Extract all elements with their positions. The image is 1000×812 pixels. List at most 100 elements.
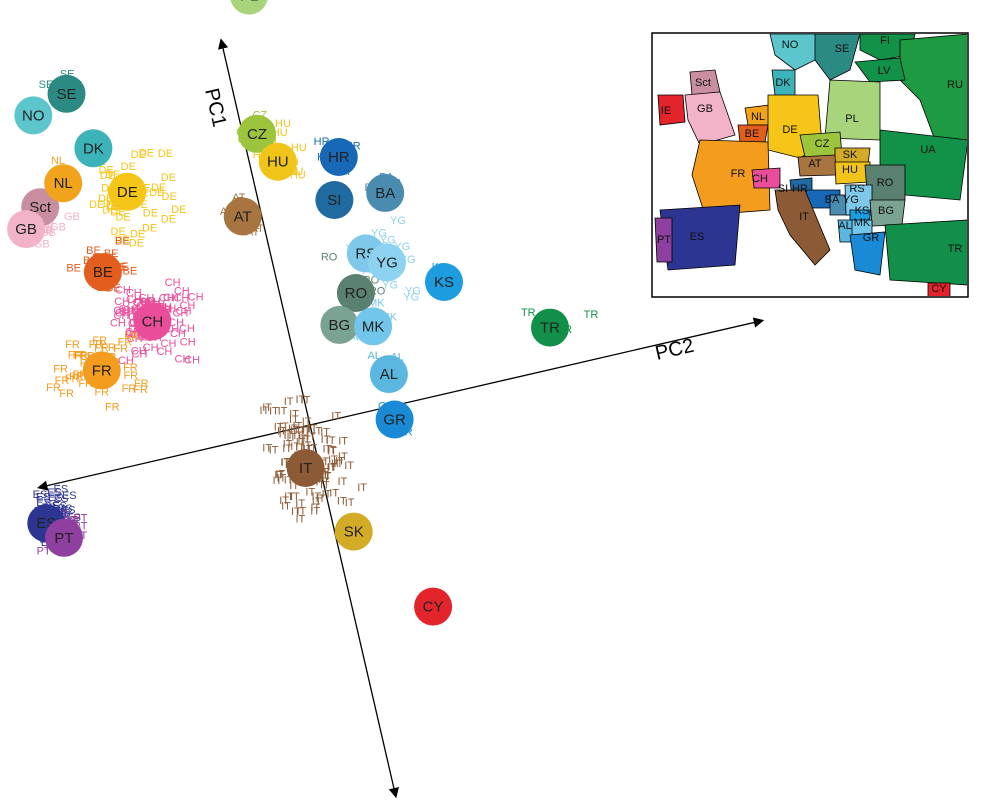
individual-label-it: IT [281,457,291,469]
individual-label-ch: CH [119,306,135,318]
individual-label-it: IT [293,430,303,442]
population-marker-at [223,197,262,236]
individual-label-gb: GB [50,221,66,233]
individual-label-it: IT [310,506,320,518]
individual-label-it: IT [260,405,270,417]
population-label-mk: MK [362,318,385,335]
inset-label-fr: FR [731,168,746,180]
individual-label-fr: FR [118,337,133,349]
individual-label-fr: FR [55,375,70,387]
inset-label-hr: HR [792,183,808,195]
population-marker-ro [336,274,375,312]
inset-label-tr: TR [948,243,963,255]
individual-label-ch: CH [132,348,148,360]
individual-label-de: DE [121,161,136,173]
individual-label-de: DE [100,170,115,182]
individual-label-it: IT [262,402,272,414]
population-label-si: SI [327,192,341,209]
individual-label-it: IT [277,426,287,438]
inset-label-fi: FI [880,35,890,47]
individual-label-fr: FR [133,384,148,396]
individual-label-fr: FR [74,351,89,363]
individual-label-de: DE [149,187,164,199]
inset-label-pl: PL [845,113,858,125]
inset-map-labels: NO SE FI LV RU DK Sct GB IE NL BE DE PL CZ SK UA FR CH AT H… [657,35,963,295]
individual-label-it: IT [289,480,299,492]
inset-label-lv: LV [878,65,891,77]
inset-label-nl: NL [751,111,765,123]
population-label-be: BE [93,264,113,281]
inset-region-ch [751,167,781,189]
individual-label-ch: CH [184,355,200,367]
individual-label-de: DE [111,226,126,238]
individual-label-fr: FR [46,382,61,394]
individual-label-it: IT [321,471,331,483]
individual-label-it: IT [338,436,348,448]
inset-label-mk: MK [854,217,871,229]
individual-label-it: IT [279,495,289,507]
population-marker-sk [334,512,373,551]
individual-label-it: IT [279,421,289,433]
individual-label-fr: FR [105,401,120,413]
individual-label-ch: CH [115,308,131,320]
inset-region-se [814,34,861,81]
individual-label-it: IT [288,423,298,435]
individual-label-de: DE [143,207,158,219]
individual-label-it: IT [310,502,320,514]
individual-label-fr: FR [123,362,138,374]
individual-label-yg: YG [403,292,419,304]
individual-label-it: IT [297,425,307,437]
inset-label-es: ES [690,231,705,243]
population-marker-it [286,449,325,487]
individual-label-it: IT [305,487,315,499]
individual-label-it: IT [329,487,339,499]
individual-label-de: DE [131,149,146,161]
population-marker-gr [375,400,414,439]
individual-label-ch: CH [174,285,190,297]
population-marker-mk [354,307,393,346]
individual-label-fr: FR [123,370,138,382]
individual-label-yg: YG [380,234,396,246]
individual-label-it: IT [331,411,341,423]
individual-label-tr: TR [521,307,536,319]
individual-label-it: IT [277,472,287,484]
individual-label-be: BE [123,265,138,277]
population-marker-dk [74,129,113,168]
population-marker-cz [238,114,276,153]
individual-label-it: IT [327,462,337,474]
population-marker-ba [366,173,405,212]
individual-label-de: DE [142,223,157,235]
population-label-gb: GB [15,221,37,238]
inset-region-it [774,189,831,266]
population-label-al: AL [380,366,398,383]
individual-label-ch: CH [176,306,192,318]
individual-label-ch: CH [163,292,179,304]
population-marker-gb [7,210,46,249]
inset-label-ro: RO [877,177,894,189]
population-marker-no [14,96,53,135]
individual-label-it: IT [316,493,326,505]
population-label-de: DE [117,184,138,201]
individual-label-it: IT [301,434,311,446]
individual-label-it: IT [345,497,355,509]
individual-label-fr: FR [134,378,149,390]
individual-label-it: IT [284,430,294,442]
individual-label-it: IT [320,427,330,439]
individual-label-pt: PT [37,546,51,558]
population-marker-si [315,181,354,219]
individual-label-yg: YG [405,286,421,298]
individual-label-it: IT [290,491,300,503]
individual-label-de: DE [139,147,154,159]
individual-label-de: DE [162,191,177,203]
individual-label-de: DE [129,237,144,249]
individual-label-nl: NL [51,155,65,167]
individual-label-it: IT [321,434,331,446]
population-label-bg: BG [329,317,351,334]
individual-label-it: IT [281,501,291,513]
individual-label-de: DE [89,199,104,211]
individual-label-be: BE [115,235,130,247]
population-label-pl: PL [240,0,258,5]
inset-region-tr [884,219,967,286]
population-marker-be [83,253,122,292]
